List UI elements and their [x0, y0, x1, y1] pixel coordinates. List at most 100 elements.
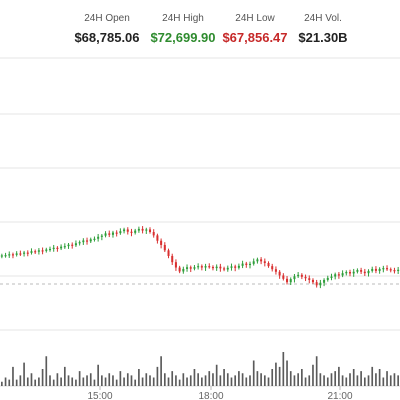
candle-body	[56, 247, 59, 249]
volume-bar	[15, 379, 18, 386]
candle-body	[200, 266, 203, 268]
candle-body	[226, 267, 229, 270]
candle	[289, 277, 292, 286]
stat-24h-high: 24H High $72,699.90	[138, 12, 228, 47]
volume-bar	[382, 377, 385, 386]
volume-bar	[89, 373, 92, 386]
candle-body	[193, 267, 196, 269]
candle-body	[337, 274, 340, 276]
candle-body	[256, 259, 259, 262]
candle	[115, 230, 118, 237]
volume-bar	[389, 375, 392, 386]
candle	[393, 267, 396, 274]
volume-bar	[171, 371, 174, 386]
candle	[193, 264, 196, 271]
candle-body	[367, 270, 370, 274]
candle-body	[26, 252, 29, 254]
candle	[319, 279, 322, 289]
candle	[11, 252, 14, 259]
x-tick-label: 15:00	[87, 391, 112, 400]
candle	[348, 269, 352, 277]
candle	[315, 279, 318, 288]
candle-body	[197, 266, 200, 268]
candle-body	[219, 266, 222, 269]
candle	[352, 268, 355, 277]
volume-bar	[8, 379, 11, 386]
volume-bar	[86, 375, 88, 386]
candle	[237, 263, 240, 270]
candles	[0, 226, 400, 289]
candle-body	[82, 240, 85, 243]
grid-lines	[0, 57, 400, 387]
volume-bar	[323, 375, 325, 386]
candle	[97, 233, 100, 242]
candle	[245, 261, 248, 268]
candle-body	[100, 235, 103, 237]
volume-bar	[115, 379, 118, 386]
volume-bar	[263, 375, 266, 386]
volume-bar	[52, 379, 55, 386]
candle	[200, 264, 203, 271]
candle	[345, 270, 348, 276]
volume-bar	[152, 377, 155, 386]
candle-body	[263, 261, 266, 264]
candle-body	[308, 278, 311, 280]
candle-body	[348, 272, 352, 274]
candle	[74, 240, 77, 247]
candle	[130, 228, 133, 237]
volume-bar	[41, 369, 44, 386]
candle-body	[234, 266, 237, 268]
stat-label-open: 24H Open	[84, 13, 130, 24]
volume-bar	[386, 371, 388, 386]
candle	[82, 238, 85, 245]
candle-body	[182, 268, 185, 272]
candle-body	[148, 229, 152, 232]
volume-bar	[160, 356, 162, 386]
candle	[334, 272, 337, 280]
volume-bar	[123, 377, 125, 386]
candle	[56, 246, 59, 252]
volume-bar	[260, 373, 262, 386]
candle	[219, 263, 222, 272]
candle-body	[104, 233, 107, 236]
candle-body	[130, 231, 133, 233]
volume-bar	[134, 379, 137, 386]
candle-body	[352, 271, 355, 274]
candle-body	[286, 278, 289, 283]
candle-body	[297, 274, 300, 277]
candle	[208, 263, 211, 269]
volume-bar	[249, 375, 251, 386]
candle-body	[141, 228, 144, 231]
candle-body	[163, 244, 166, 251]
candle	[367, 269, 370, 277]
candle	[108, 230, 111, 238]
candle-body	[111, 232, 114, 235]
candle	[286, 275, 289, 285]
candle-body	[23, 252, 26, 254]
candle-body	[108, 233, 111, 235]
candle-body	[134, 230, 137, 233]
volume-bar	[304, 377, 307, 386]
candle-body	[0, 255, 3, 257]
candle	[182, 266, 185, 274]
candle	[26, 250, 29, 257]
volume-bar	[245, 377, 248, 386]
candle-body	[45, 249, 48, 251]
candle-body	[215, 266, 218, 269]
candle-body	[167, 250, 170, 256]
candle-body	[356, 270, 359, 272]
candle	[8, 251, 11, 258]
candle	[0, 253, 3, 259]
candle	[260, 257, 263, 265]
volume-bar	[352, 369, 355, 386]
candle-body	[274, 269, 277, 272]
volume-bar	[75, 379, 77, 386]
volume-bar	[45, 356, 48, 386]
volume-bar	[204, 375, 207, 386]
volume-bar	[182, 373, 185, 386]
stat-label-high: 24H High	[162, 13, 204, 24]
candle-body	[97, 236, 100, 239]
volume-bar	[186, 377, 188, 386]
candle	[360, 267, 363, 275]
